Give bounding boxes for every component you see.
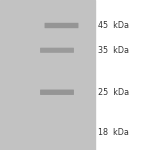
Text: 35  kDa: 35 kDa	[98, 46, 129, 55]
FancyBboxPatch shape	[40, 48, 74, 53]
Text: 25  kDa: 25 kDa	[98, 88, 129, 97]
Text: 18  kDa: 18 kDa	[98, 128, 129, 137]
Text: 45  kDa: 45 kDa	[98, 21, 129, 30]
FancyBboxPatch shape	[45, 23, 78, 28]
Bar	[0, 0, 95, 150]
FancyBboxPatch shape	[40, 90, 74, 95]
